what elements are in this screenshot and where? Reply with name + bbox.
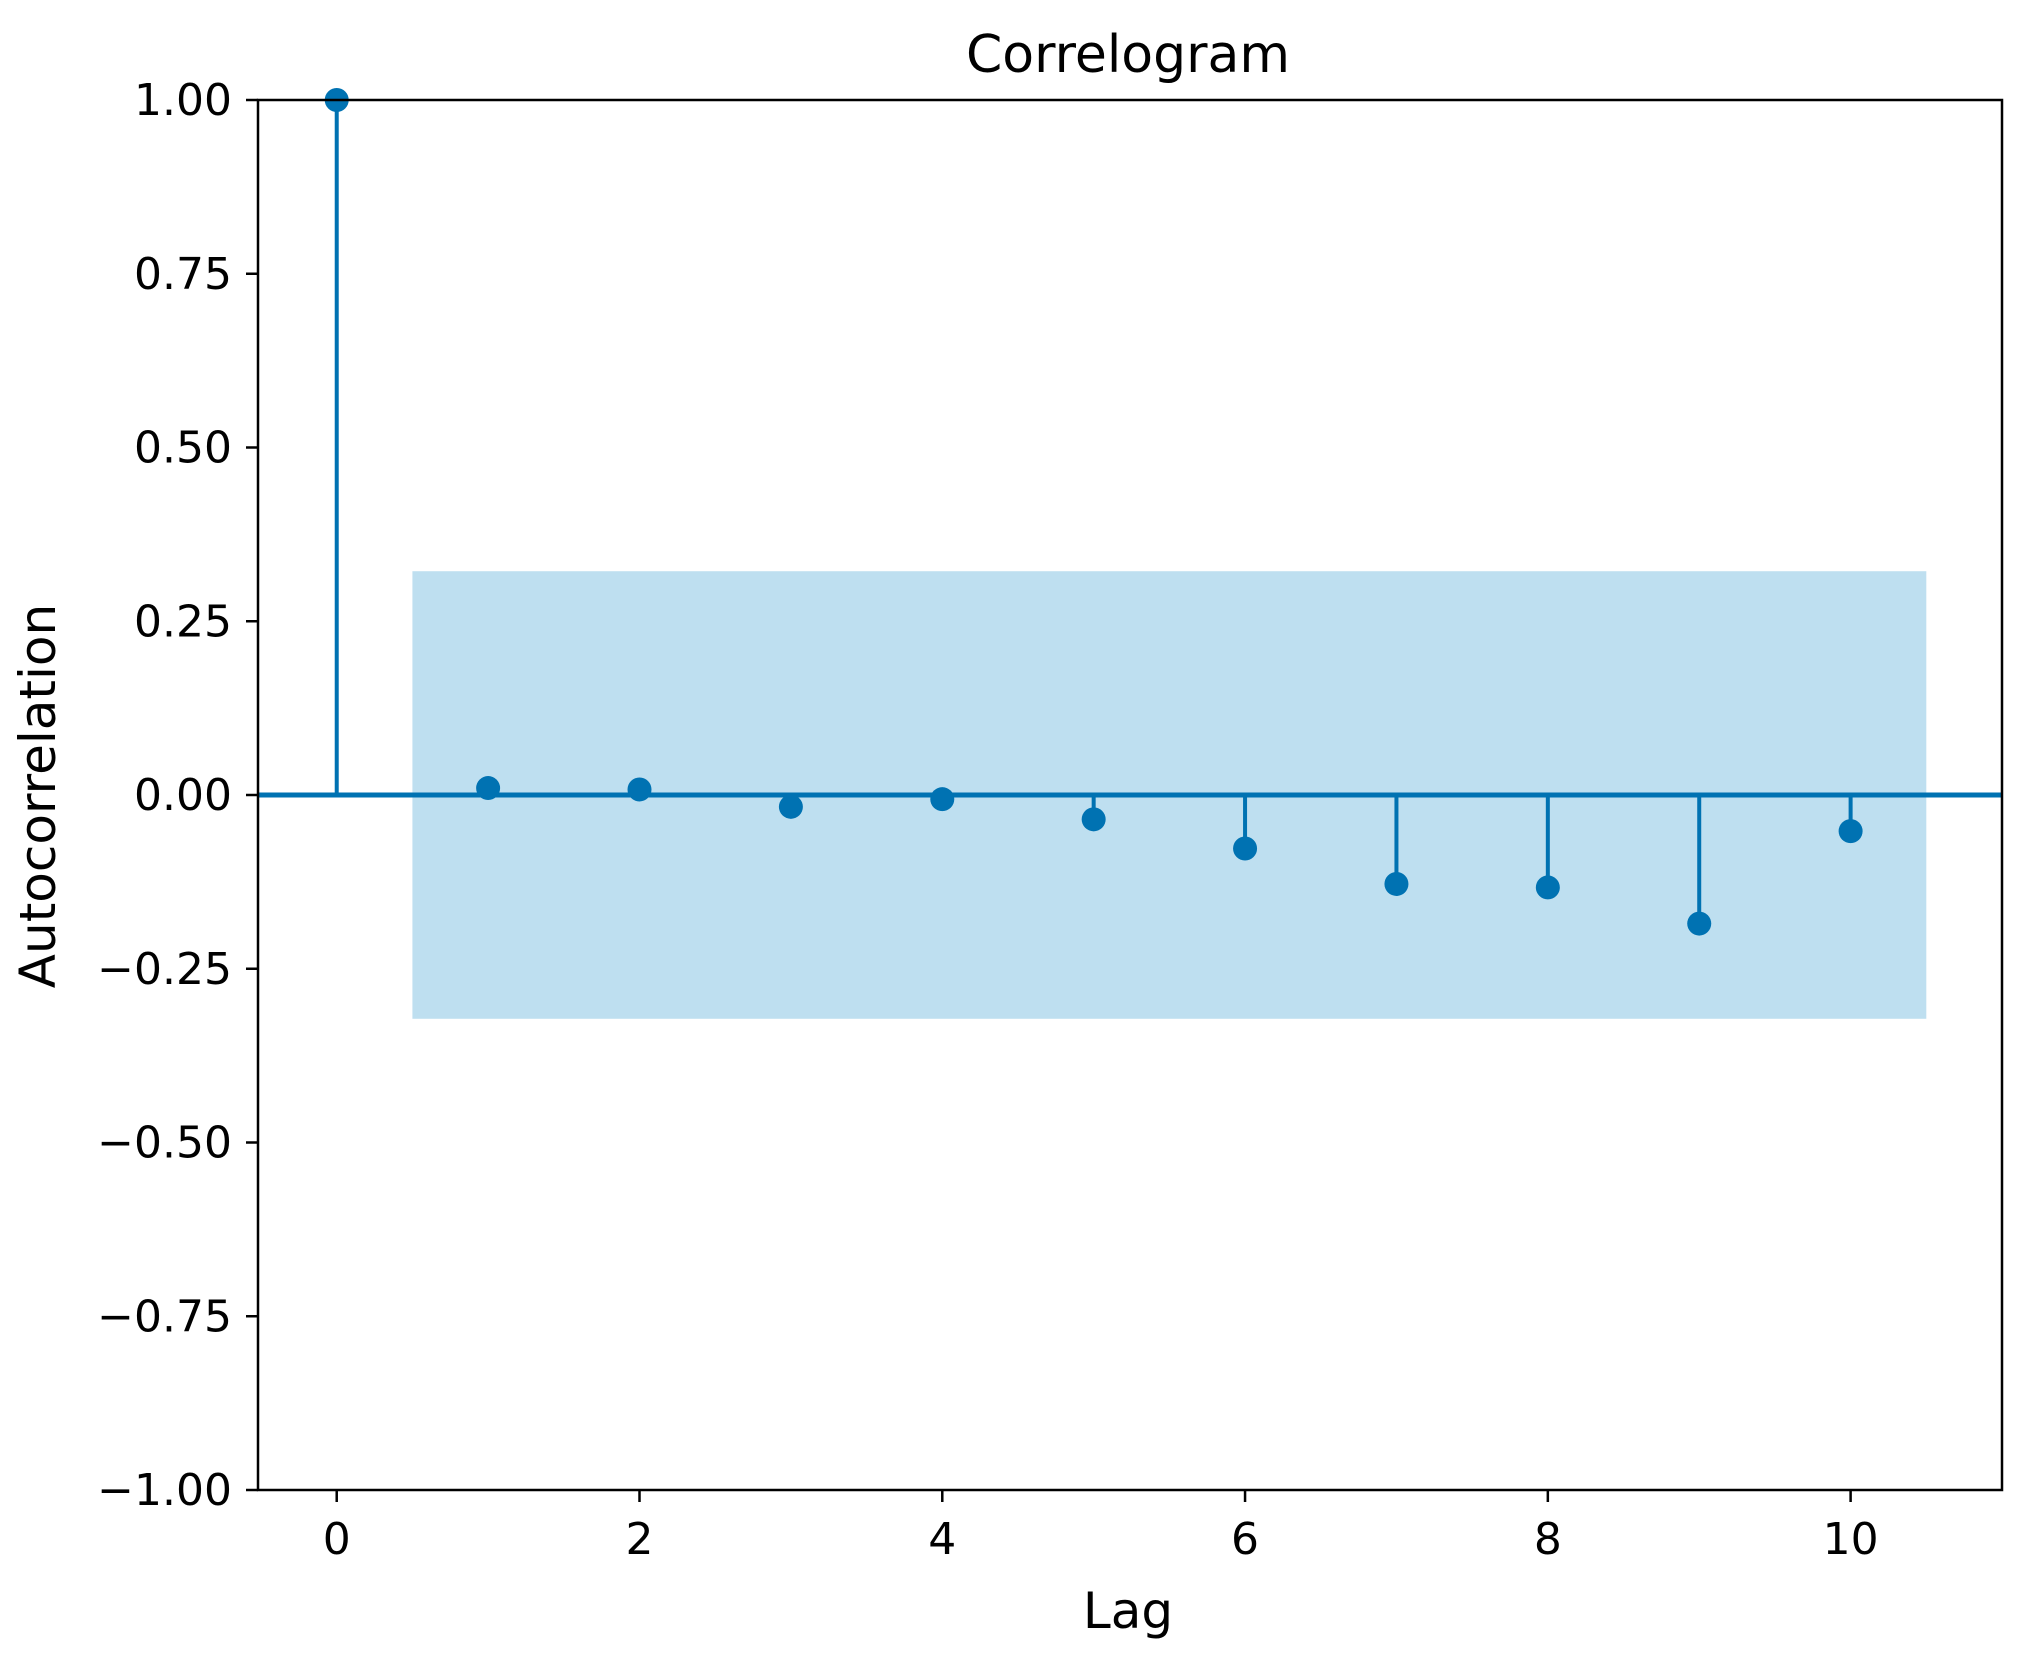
- y-tick-label-0: 1.00: [134, 75, 232, 126]
- y-tick-label-4: 0.00: [134, 770, 232, 821]
- stem-marker-lag-3: [778, 794, 803, 819]
- x-tick-label-10: 10: [1823, 1514, 1879, 1565]
- y-tick-label-6: −0.50: [97, 1118, 232, 1169]
- stem-marker-lag-1: [476, 776, 501, 801]
- stem-marker-lag-10: [1838, 819, 1863, 844]
- y-tick-label-5: −0.25: [97, 944, 232, 995]
- x-tick-label-2: 2: [626, 1514, 654, 1565]
- ticks-layer: 0 2 4 6 8 10 1.00 0.75 0.50 0.25 0.00 −0.25 −0.50 −0.…: [97, 75, 1878, 1565]
- x-tick-label-0: 0: [323, 1514, 351, 1565]
- y-tick-label-1: 0.75: [134, 249, 232, 300]
- stem-marker-lag-9: [1687, 911, 1712, 936]
- y-tick-label-7: −0.75: [97, 1291, 232, 1342]
- stem-marker-lag-7: [1384, 871, 1409, 896]
- y-tick-label-2: 0.50: [134, 423, 232, 474]
- x-tick-label-8: 8: [1534, 1514, 1562, 1565]
- chart-title: Correlogram: [966, 25, 1290, 85]
- stem-marker-lag-4: [930, 787, 955, 812]
- x-axis-label: Lag: [1083, 1582, 1173, 1640]
- stem-marker-lag-8: [1535, 875, 1560, 900]
- y-tick-label-8: −1.00: [97, 1465, 232, 1516]
- y-axis-label: Autocorrelation: [9, 604, 67, 988]
- x-tick-label-4: 4: [928, 1514, 956, 1565]
- stem-marker-lag-6: [1233, 836, 1258, 861]
- x-tick-label-6: 6: [1231, 1514, 1259, 1565]
- stem-marker-lag-2: [627, 777, 652, 802]
- y-tick-label-3: 0.25: [134, 596, 232, 647]
- stem-marker-lag-5: [1081, 807, 1106, 832]
